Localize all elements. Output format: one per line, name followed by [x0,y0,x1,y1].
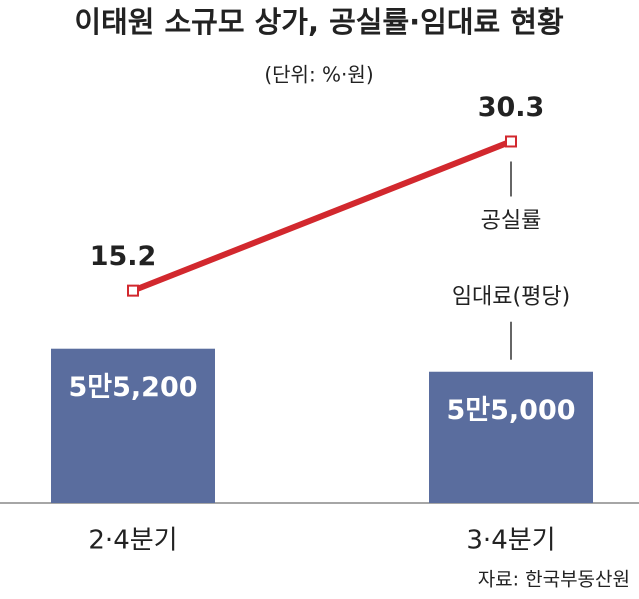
x-tick-label: 3·4분기 [466,526,555,556]
x-tick-label: 2·4분기 [88,526,177,556]
chart-subtitle: (단위: %·원) [264,63,373,87]
series-annotation: 임대료(평당) [452,285,570,310]
bar [429,371,593,503]
bar-value-label: 5만5,000 [446,395,575,426]
series-annotation: 공실률 [481,208,542,233]
point [505,135,517,148]
chart-title: 이태원 소규모 상가, 공실률·임대료 현황 [74,5,564,39]
point [127,284,139,297]
bar [51,348,215,503]
bar-value-label: 5만5,200 [68,372,197,403]
point-value-label: 30.3 [478,92,545,123]
line [131,138,513,294]
point-value-label: 15.2 [90,241,157,272]
source: 자료: 한국부동산원 [478,569,630,591]
